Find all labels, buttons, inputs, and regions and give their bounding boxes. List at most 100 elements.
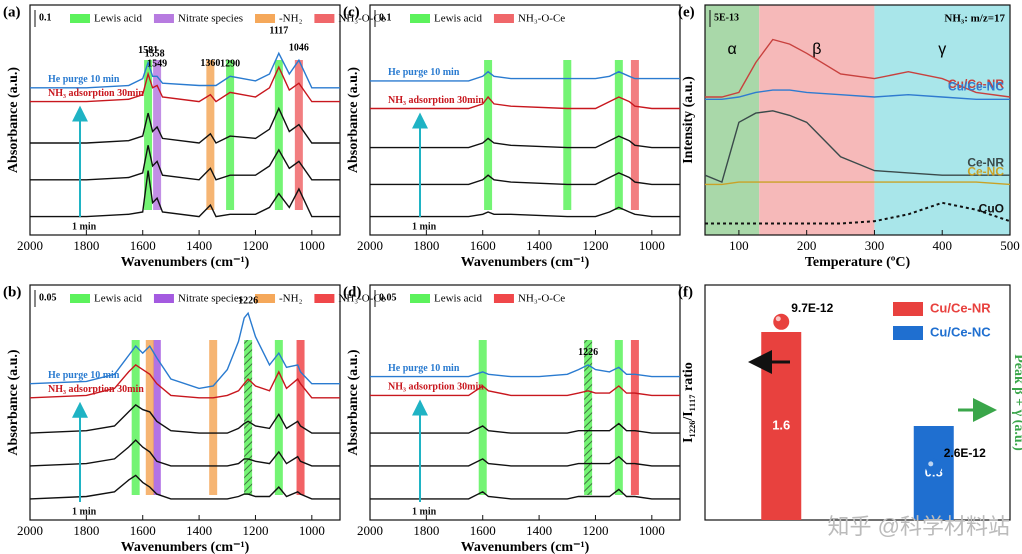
series-line <box>370 135 680 149</box>
x-tick-label: 500 <box>1000 238 1020 253</box>
x-tick-label: 1200 <box>582 523 608 538</box>
x-tick-label: 100 <box>729 238 749 253</box>
peak-marker <box>925 458 942 475</box>
series-label: Ce-NR <box>967 155 1004 169</box>
band <box>131 340 140 495</box>
scale-bar-label: 0.05 <box>39 292 57 303</box>
series-line <box>370 206 680 218</box>
watermark: 知乎 @科学材料站 <box>828 514 1010 539</box>
x-tick-label: 1200 <box>582 238 608 253</box>
legend-swatch <box>314 14 335 23</box>
series-label: Ce-NC <box>967 165 1004 179</box>
legend-swatch <box>314 294 335 303</box>
series-label: 1 min <box>412 506 437 517</box>
series-line <box>29 439 340 467</box>
x-tick-label: 1000 <box>639 523 665 538</box>
panel-label: (e) <box>678 4 695 20</box>
legend-swatch <box>893 302 923 316</box>
legend-label: NH₃-O-Ce <box>338 293 385 305</box>
legend-label: Lewis acid <box>434 13 482 25</box>
x-tick-label: 1400 <box>186 238 212 253</box>
series-line <box>29 474 340 500</box>
series-label: Cu/Ce-NC <box>948 79 1004 93</box>
legend-swatch <box>893 326 923 340</box>
plot-frame <box>704 284 1011 521</box>
x-tick-label: 1400 <box>186 523 212 538</box>
legend-swatch <box>410 14 430 23</box>
series-line <box>370 364 680 378</box>
legend-label: -NH₂ <box>279 293 303 305</box>
band <box>630 340 639 495</box>
series-line <box>370 455 680 467</box>
peak-label: 1117 <box>269 26 288 37</box>
series-label: NH₃ adsorption 30min <box>48 384 144 395</box>
scale-bar-label: 0.1 <box>379 12 392 23</box>
band <box>478 340 487 495</box>
legend-label: Cu/Ce-NR <box>930 300 991 315</box>
band <box>563 60 572 210</box>
legend-swatch <box>70 14 90 23</box>
band <box>145 340 154 495</box>
region <box>874 5 1010 235</box>
y-axis-title: Absorbance (a.u.) <box>346 67 361 174</box>
series-line <box>29 311 340 390</box>
x-tick-label: 1800 <box>413 523 439 538</box>
peak-value-label: 2.6E-12 <box>944 446 986 460</box>
legend-label: Cu/Ce-NC <box>930 324 991 339</box>
band <box>226 60 235 210</box>
series-line <box>704 110 1010 184</box>
panel-label: (a) <box>3 4 21 20</box>
series-line <box>370 172 680 186</box>
legend-label: Nitrate species <box>178 13 243 25</box>
region-label: β <box>812 41 821 58</box>
peak-label: 1581 <box>138 45 158 56</box>
series-label: Cu/Ce-NR <box>948 77 1004 91</box>
series-line <box>29 364 340 399</box>
x-tick-label: 1200 <box>242 523 268 538</box>
x-tick-label: 1400 <box>526 238 552 253</box>
series-label: He purge 10 min <box>48 370 120 381</box>
legend-label: Lewis acid <box>94 13 142 25</box>
band <box>484 60 493 210</box>
y-axis-title: Intensity (a.u.) <box>681 76 696 164</box>
peak-highlight <box>928 461 934 467</box>
region <box>759 5 875 235</box>
x-tick-label: 2000 <box>357 238 383 253</box>
series-line <box>30 65 340 103</box>
x-axis-title: Wavenumbers (cm⁻¹) <box>121 255 250 270</box>
legend-label: -NH₂ <box>279 13 303 25</box>
band <box>296 340 305 495</box>
series-line <box>705 38 1011 98</box>
legend-swatch <box>255 14 276 23</box>
region-label: α <box>727 41 736 58</box>
x-tick-label: 1400 <box>526 523 552 538</box>
peak-label: 1290 <box>220 59 240 70</box>
x-axis-title: Wavenumbers (cm⁻¹) <box>121 540 250 554</box>
series-line <box>370 422 680 434</box>
legend-label: NH₃-O-Ce <box>518 293 565 305</box>
series-line <box>705 181 1011 186</box>
x-tick-label: 1000 <box>639 238 665 253</box>
band <box>274 60 283 210</box>
x-tick-label: 200 <box>797 238 817 253</box>
x-tick-label: 1000 <box>299 238 325 253</box>
plot-frame <box>369 4 681 236</box>
band <box>294 60 303 210</box>
legend-swatch <box>410 294 430 303</box>
bar-value-label: 1.6 <box>772 417 790 432</box>
x-tick-label: 1000 <box>299 523 325 538</box>
x-tick-label: 1600 <box>130 523 156 538</box>
series-label: CuO <box>979 201 1004 215</box>
series-line <box>29 404 340 434</box>
series-line <box>30 106 340 144</box>
legend-swatch <box>493 14 514 23</box>
band <box>584 340 593 495</box>
y-axis-title: I₁₂₂₆/I₁₁₁₇ ratio <box>681 362 696 443</box>
x-axis-title: Wavenumbers (cm⁻¹) <box>461 255 590 270</box>
legend-label: Nitrate species <box>178 293 243 305</box>
peak-label: 1558 <box>145 49 165 60</box>
y-axis-title: Absorbance (a.u.) <box>346 349 361 456</box>
plot-frame <box>704 4 1011 236</box>
band <box>274 340 283 495</box>
band <box>244 340 253 495</box>
